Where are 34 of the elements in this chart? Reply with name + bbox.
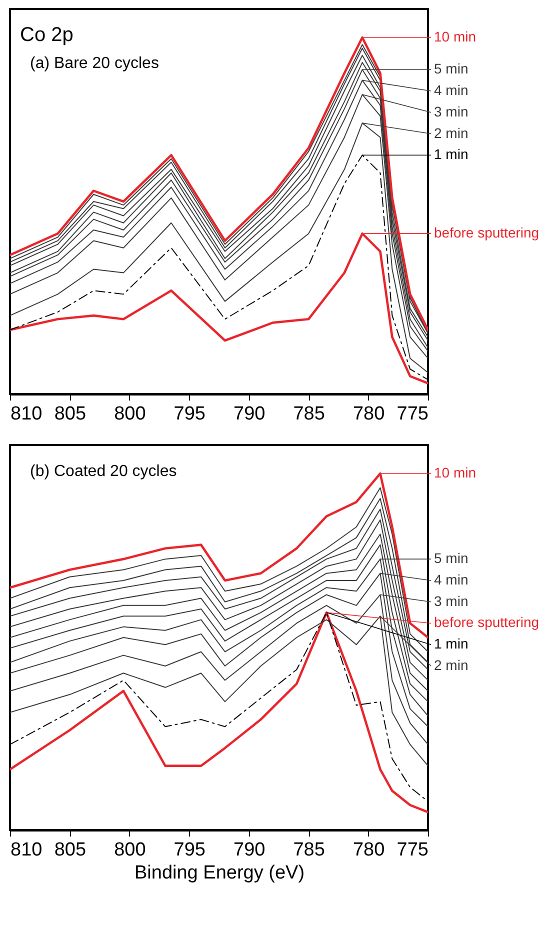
x-tick-label: 785 — [293, 404, 325, 424]
x-tick-label: 795 — [174, 404, 206, 424]
x-tick-label: 775 — [396, 840, 428, 860]
legend-label: 5 min — [434, 60, 468, 77]
x-tick-label: 790 — [234, 404, 266, 424]
x-tick-label: 800 — [114, 404, 146, 424]
annotation: (b) Coated 20 cycles — [30, 463, 177, 480]
x-tick-label: 785 — [293, 840, 325, 860]
legend-label: 1 min — [434, 146, 468, 162]
x-tick-label: 775 — [396, 404, 428, 424]
x-tick-label: 805 — [54, 404, 86, 424]
text: before sputtering — [434, 614, 540, 630]
legend-label: 3 min — [434, 103, 468, 120]
x-tick-label: 780 — [352, 404, 385, 424]
legend-label: 4 min — [434, 571, 468, 588]
x-tick-label: 800 — [114, 840, 146, 860]
annotation: (a) Bare 20 cycles — [30, 55, 159, 72]
chart-title: Co 2p — [20, 24, 74, 46]
x-tick-label: 810 — [10, 840, 42, 860]
legend-label: 4 min — [434, 82, 468, 98]
x-axis-title: Binding Energy (eV) — [134, 862, 305, 884]
text: 2 min — [434, 657, 468, 674]
x-tick-label: 805 — [54, 840, 86, 860]
legend-label: 10 min — [434, 28, 476, 45]
legend-label: before sputtering — [434, 224, 540, 241]
legend-label: 2 min — [434, 124, 468, 141]
x-tick-label: 790 — [234, 840, 266, 860]
legend-label: 3 min — [434, 592, 468, 609]
x-tick-label: 795 — [174, 840, 206, 860]
x-tick-label: 810 — [10, 404, 42, 424]
x-tick-label: 780 — [352, 840, 385, 860]
legend-label: 10 min — [434, 464, 476, 481]
text: 1 min — [434, 636, 468, 652]
legend-label: 5 min — [434, 550, 468, 566]
